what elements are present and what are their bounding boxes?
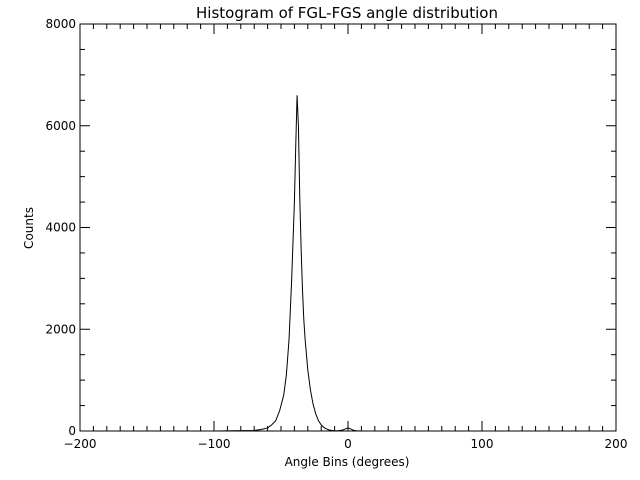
- y-tick-labels: 0 2000 4000 6000 8000: [45, 17, 76, 438]
- y-tick-label: 6000: [45, 119, 76, 133]
- x-tick-label: 0: [344, 437, 352, 451]
- x-tick-label: 200: [605, 437, 628, 451]
- axis-ticks: [79, 23, 617, 432]
- y-tick-label: 0: [68, 424, 76, 438]
- x-tick-label: 100: [471, 437, 494, 451]
- x-axis-label: Angle Bins (degrees): [285, 455, 410, 469]
- y-tick-label: 2000: [45, 322, 76, 336]
- y-axis-label: Counts: [22, 207, 36, 249]
- x-tick-label: −200: [64, 437, 97, 451]
- y-tick-label: 8000: [45, 17, 76, 31]
- y-tick-label: 4000: [45, 221, 76, 235]
- histogram-line: [80, 95, 616, 432]
- x-tick-label: −100: [198, 437, 231, 451]
- x-tick-labels: −200 −100 0 100 200: [64, 437, 628, 451]
- plot-frame: [79, 23, 617, 432]
- chart-title: Histogram of FGL-FGS angle distribution: [196, 4, 498, 22]
